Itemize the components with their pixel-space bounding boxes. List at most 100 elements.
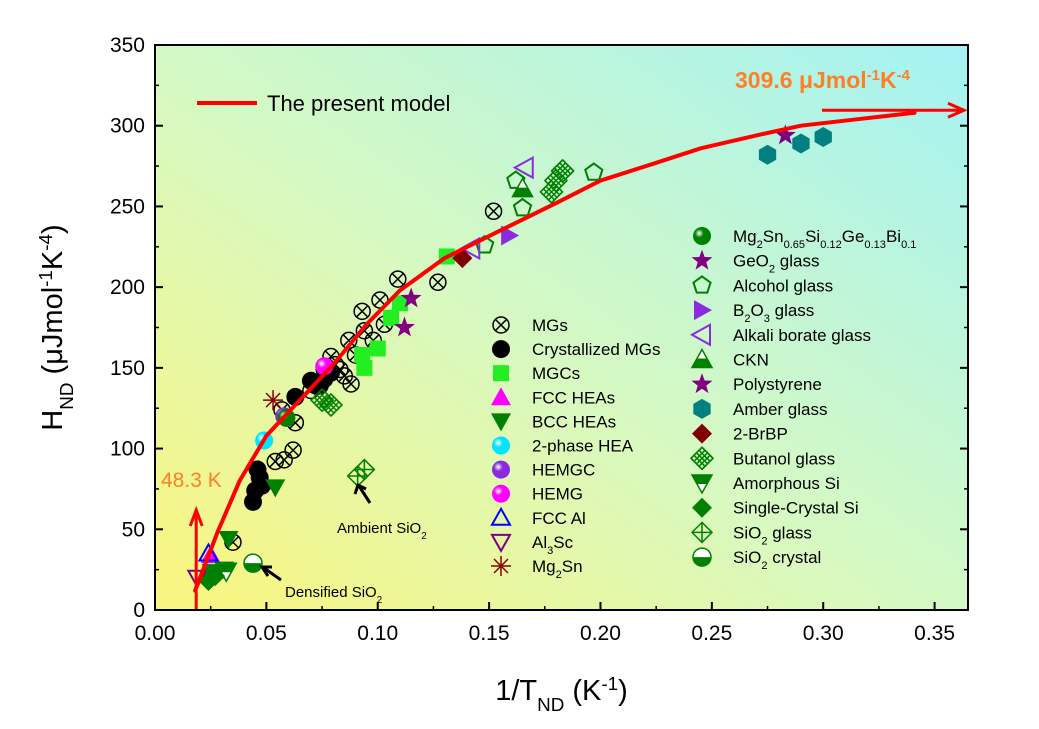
series-mgcs-point — [383, 309, 400, 326]
series-alcohol-glass-point — [512, 197, 533, 217]
legend-symbol — [692, 275, 712, 294]
x-tick-label: 0.35 — [914, 622, 955, 645]
series-mgs-point — [429, 273, 447, 292]
legend-label: Amorphous Si — [733, 474, 840, 493]
legend-symbol — [690, 521, 714, 544]
legend-label: BCC HEAs — [532, 412, 616, 431]
legend-label: SiO2 crystal — [733, 548, 821, 572]
model-curve — [193, 110, 917, 593]
y-axis-label: HND (μJmol-1K-4) — [35, 224, 77, 430]
series-geo2-glass-point — [400, 287, 422, 308]
tnd-arrow — [188, 505, 204, 610]
legend-symbol — [692, 547, 712, 567]
series-butanol-glass-point — [309, 388, 335, 413]
legend-symbol — [493, 365, 509, 382]
legend-label: Mg2Sn — [532, 557, 583, 581]
legend-symbol — [492, 460, 510, 479]
series-mgs-point — [353, 302, 371, 321]
series-single-crystal-si-point — [205, 566, 226, 587]
legend-label: Single-Crystal Si — [733, 499, 859, 518]
legend-label: Crystallized MGs — [532, 340, 660, 359]
legend-label: FCC Al — [532, 509, 586, 528]
series-amber-glass-point — [792, 133, 810, 154]
series-mgcs-point — [354, 346, 371, 363]
series-mgcs-point — [369, 340, 386, 357]
series-ckn-point — [511, 177, 534, 198]
asymptote-arrow — [822, 101, 968, 119]
legend-label: HEMG — [532, 485, 583, 504]
x-tick-label: 0.10 — [357, 622, 398, 645]
x-tick-label: 0.30 — [803, 622, 844, 645]
legend-label: Mg2Sn0.65Si0.12Ge0.13Bi0.1 — [733, 227, 916, 251]
x-tick-label: 0.00 — [135, 622, 176, 645]
y-tick-label: 250 — [110, 195, 145, 218]
x-tick-label: 0.15 — [469, 622, 510, 645]
series-sio2-crystal-point — [243, 553, 263, 573]
series-crystallized-mgs-point — [244, 492, 263, 511]
legend-symbol — [492, 340, 510, 359]
x-axis-label: 1/TND (K-1) — [495, 673, 628, 715]
legend-symbol — [491, 556, 511, 576]
series-b2o3-glass-point — [501, 225, 520, 246]
legend-symbol — [490, 533, 512, 553]
legend-symbol — [691, 249, 713, 270]
series-mgcs-point — [356, 359, 373, 376]
series-alcohol-glass-point — [506, 170, 526, 189]
series-sio2-glass-point — [353, 458, 376, 481]
series-mg2sn-point — [263, 390, 284, 411]
y-tick-label: 0 — [133, 599, 145, 622]
legend-model-label: The present model — [267, 91, 450, 116]
ambient-sio2-label: Ambient SiO2 — [337, 520, 427, 542]
legend-symbol — [690, 474, 714, 495]
legend-label: MGCs — [532, 364, 580, 383]
tnd-label: 48.3 K — [161, 469, 222, 492]
series-alcohol-glass-point — [584, 162, 604, 181]
legend-symbol — [492, 316, 510, 334]
legend-label: Alcohol glass — [733, 276, 833, 295]
legend-symbol — [491, 413, 511, 432]
legend-symbol — [692, 497, 712, 518]
densified-arrow — [259, 565, 282, 582]
legend-label: Alkali borate glass — [733, 326, 871, 345]
legend-label: Butanol glass — [733, 449, 835, 468]
densified-sio2-label: Densified SiO2 — [285, 584, 382, 606]
legend-symbol — [689, 446, 715, 471]
legend-label: CKN — [733, 351, 769, 370]
legend-symbol — [492, 436, 510, 455]
series-crystallized-mgs-point — [315, 370, 334, 389]
legend-label: 2-BrBP — [733, 425, 788, 444]
legend-symbol — [490, 506, 512, 526]
legend-label: Amber glass — [733, 400, 827, 419]
y-tick-label: 300 — [110, 115, 145, 138]
legend-symbol — [693, 227, 711, 245]
legend-symbol — [689, 323, 711, 347]
legend-label: GeO2 glass — [733, 252, 819, 276]
legend-label: HEMGC — [532, 461, 595, 480]
asymptote-label: 309.6 μJmol-1K-4 — [735, 67, 911, 94]
series-crystallized-mgs-point — [250, 468, 269, 487]
legend-symbol — [691, 373, 713, 394]
series-mgcs-point — [392, 295, 409, 312]
series-geo2-glass-point — [394, 316, 415, 337]
series-alkali-borate-glass-point — [512, 155, 534, 180]
x-tick-label: 0.25 — [691, 622, 732, 645]
legend-symbol — [693, 398, 711, 419]
series-butanol-glass-point — [550, 158, 575, 183]
legend-label: SiO2 glass — [733, 523, 812, 547]
legend-symbol — [694, 300, 712, 321]
legend-label: MGs — [532, 316, 568, 335]
plot-background — [155, 45, 968, 610]
series-amber-glass-point — [814, 127, 832, 148]
series-mgs-point — [484, 202, 503, 221]
series-mgs-point — [266, 452, 285, 471]
y-tick-label: 50 — [122, 518, 145, 541]
legend-symbol — [692, 423, 712, 444]
x-tick-label: 0.20 — [580, 622, 621, 645]
series-mgs-point — [342, 375, 360, 393]
ambient-arrow — [353, 482, 372, 504]
y-tick-label: 100 — [110, 438, 145, 461]
series-butanol-glass-point — [539, 179, 564, 204]
y-tick-label: 150 — [110, 357, 145, 380]
y-tick-label: 350 — [110, 34, 145, 57]
